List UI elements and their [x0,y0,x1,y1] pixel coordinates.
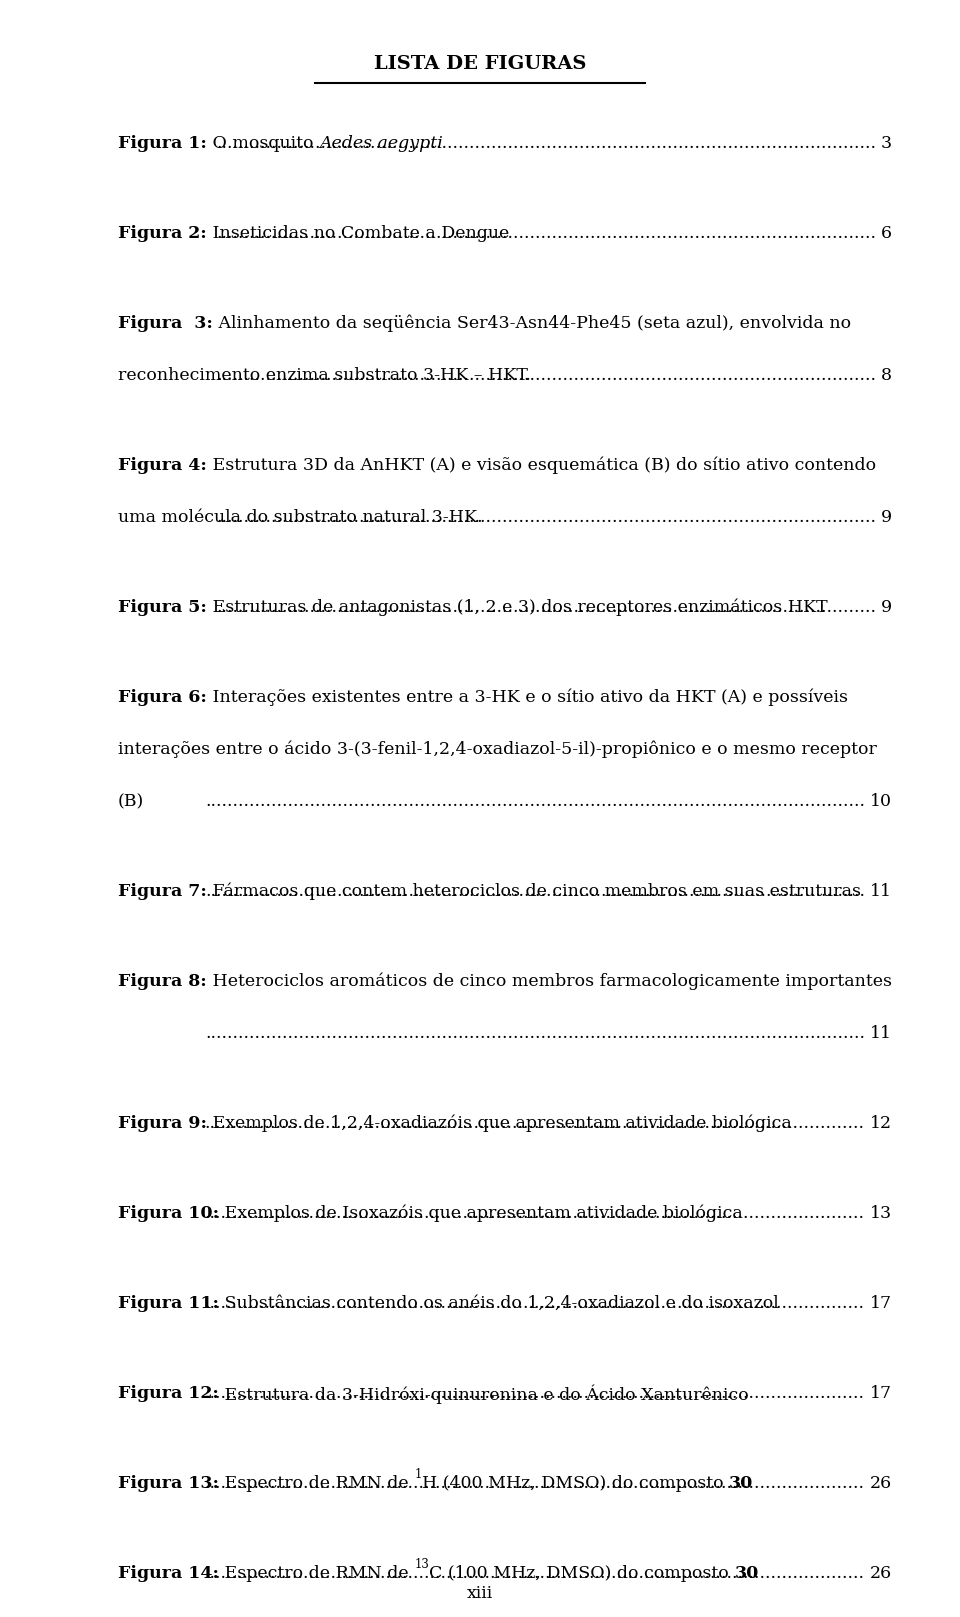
Text: Figura 5:: Figura 5: [118,598,206,616]
Text: O mosquito: O mosquito [206,134,319,152]
Text: Figura 8:: Figura 8: [118,973,206,990]
Text: Figura 10:: Figura 10: [118,1205,219,1222]
Text: Figura 9:: Figura 9: [118,1116,207,1132]
Text: 1: 1 [414,1468,421,1481]
Text: Figura 4:: Figura 4: [118,458,206,474]
Text: Substâncias contendo os anéis do 1,2,4-oxadiazol e do isoxazol: Substâncias contendo os anéis do 1,2,4-o… [219,1295,779,1311]
Text: ................................................................................: ........................................… [204,1475,865,1492]
Text: uma molécula do substrato natural 3-HK.: uma molécula do substrato natural 3-HK. [118,509,483,526]
Text: Figura 13:: Figura 13: [118,1475,219,1492]
Text: Exemplos de Isoxazóis que apresentam atividade biológica: Exemplos de Isoxazóis que apresentam ati… [219,1205,743,1222]
Text: LISTA DE FIGURAS: LISTA DE FIGURAS [373,55,587,73]
Text: Exemplos de 1,2,4-oxadiazóis que apresentam atividade biológica: Exemplos de 1,2,4-oxadiazóis que apresen… [207,1116,792,1132]
Text: Espectro de RMN de: Espectro de RMN de [219,1475,414,1492]
Text: Estruturas de antagonistas (1, 2 e 3) dos receptores enzimáticos HKT: Estruturas de antagonistas (1, 2 e 3) do… [206,598,828,616]
Text: xiii: xiii [467,1585,493,1602]
Text: interações entre o ácido 3-(3-fenil-1,2,4-oxadiazol-5-il)-propiônico e o mesmo r: interações entre o ácido 3-(3-fenil-1,2,… [118,741,876,758]
Text: 6: 6 [881,225,892,243]
Text: 9: 9 [881,598,892,616]
Text: Figura  3:: Figura 3: [118,315,213,331]
Text: Inseticidas no Combate a Dengue: Inseticidas no Combate a Dengue [206,225,515,243]
Text: Figura 1:: Figura 1: [118,134,206,152]
Text: Figura 6:: Figura 6: [118,689,206,707]
Text: 26: 26 [870,1475,892,1492]
Text: Alinhamento da seqüência Ser43-Asn44-Phe45 (seta azul), envolvida no: Alinhamento da seqüência Ser43-Asn44-Phe… [213,315,851,333]
Text: Figura 7:: Figura 7: [118,883,206,901]
Text: Figura 12:: Figura 12: [118,1386,219,1402]
Text: 17: 17 [870,1386,892,1402]
Text: Aedes aegypti: Aedes aegypti [319,134,443,152]
Text: 8: 8 [881,367,892,383]
Text: 9: 9 [881,509,892,526]
Text: Heterociclos aromáticos de cinco membros farmacologicamente importantes: Heterociclos aromáticos de cinco membros… [206,973,892,991]
Text: ................................................................................: ........................................… [205,792,865,810]
Text: reconhecimento enzima substrato 3-HK – HKT.: reconhecimento enzima substrato 3-HK – H… [118,367,531,383]
Text: 3: 3 [881,134,892,152]
Text: Figura 14:: Figura 14: [118,1565,219,1581]
Text: Figura 2:: Figura 2: [118,225,206,243]
Text: Figura 11:: Figura 11: [118,1295,219,1311]
Text: H (400 MHz, DMSO) do composto: H (400 MHz, DMSO) do composto [421,1475,729,1492]
Text: ................................................................................: ........................................… [205,883,865,901]
Text: 30: 30 [729,1475,753,1492]
Text: 30: 30 [734,1565,758,1581]
Text: C (100 MHz, DMSO) do composto: C (100 MHz, DMSO) do composto [429,1565,734,1581]
Text: Interações existentes entre a 3-HK e o sítio ativo da HKT (A) e possíveis: Interações existentes entre a 3-HK e o s… [206,689,848,707]
Text: ................................................................................: ........................................… [204,1386,865,1402]
Text: ................................................................................: ........................................… [216,225,876,243]
Text: ................................................................................: ........................................… [216,134,876,152]
Text: Estrutura da 3-Hidróxi-quinurenina e do Ácido Xanturênico: Estrutura da 3-Hidróxi-quinurenina e do … [219,1386,749,1405]
Text: ................................................................................: ........................................… [204,1205,865,1222]
Text: 11: 11 [870,1025,892,1041]
Text: ................................................................................: ........................................… [204,1295,865,1311]
Text: ................................................................................: ........................................… [204,1565,865,1581]
Text: Estrutura 3D da AnHKT (A) e visão esquemática (B) do sítio ativo contendo: Estrutura 3D da AnHKT (A) e visão esquem… [206,458,876,474]
Text: 12: 12 [870,1116,892,1132]
Text: (B): (B) [118,792,144,810]
Text: 26: 26 [870,1565,892,1581]
Text: ................................................................................: ........................................… [205,1025,865,1041]
Text: Espectro de RMN de: Espectro de RMN de [219,1565,414,1581]
Text: 11: 11 [870,883,892,901]
Text: Fármacos que contem heterociclos de cinco membros em suas estruturas: Fármacos que contem heterociclos de cinc… [206,883,861,901]
Text: 17: 17 [870,1295,892,1311]
Text: 13: 13 [870,1205,892,1222]
Text: 10: 10 [870,792,892,810]
Text: ................................................................................: ........................................… [204,1116,865,1132]
Text: ................................................................................: ........................................… [216,367,876,383]
Text: ................................................................................: ........................................… [216,509,876,526]
Text: ................................................................................: ........................................… [216,598,876,616]
Text: 13: 13 [414,1559,429,1572]
